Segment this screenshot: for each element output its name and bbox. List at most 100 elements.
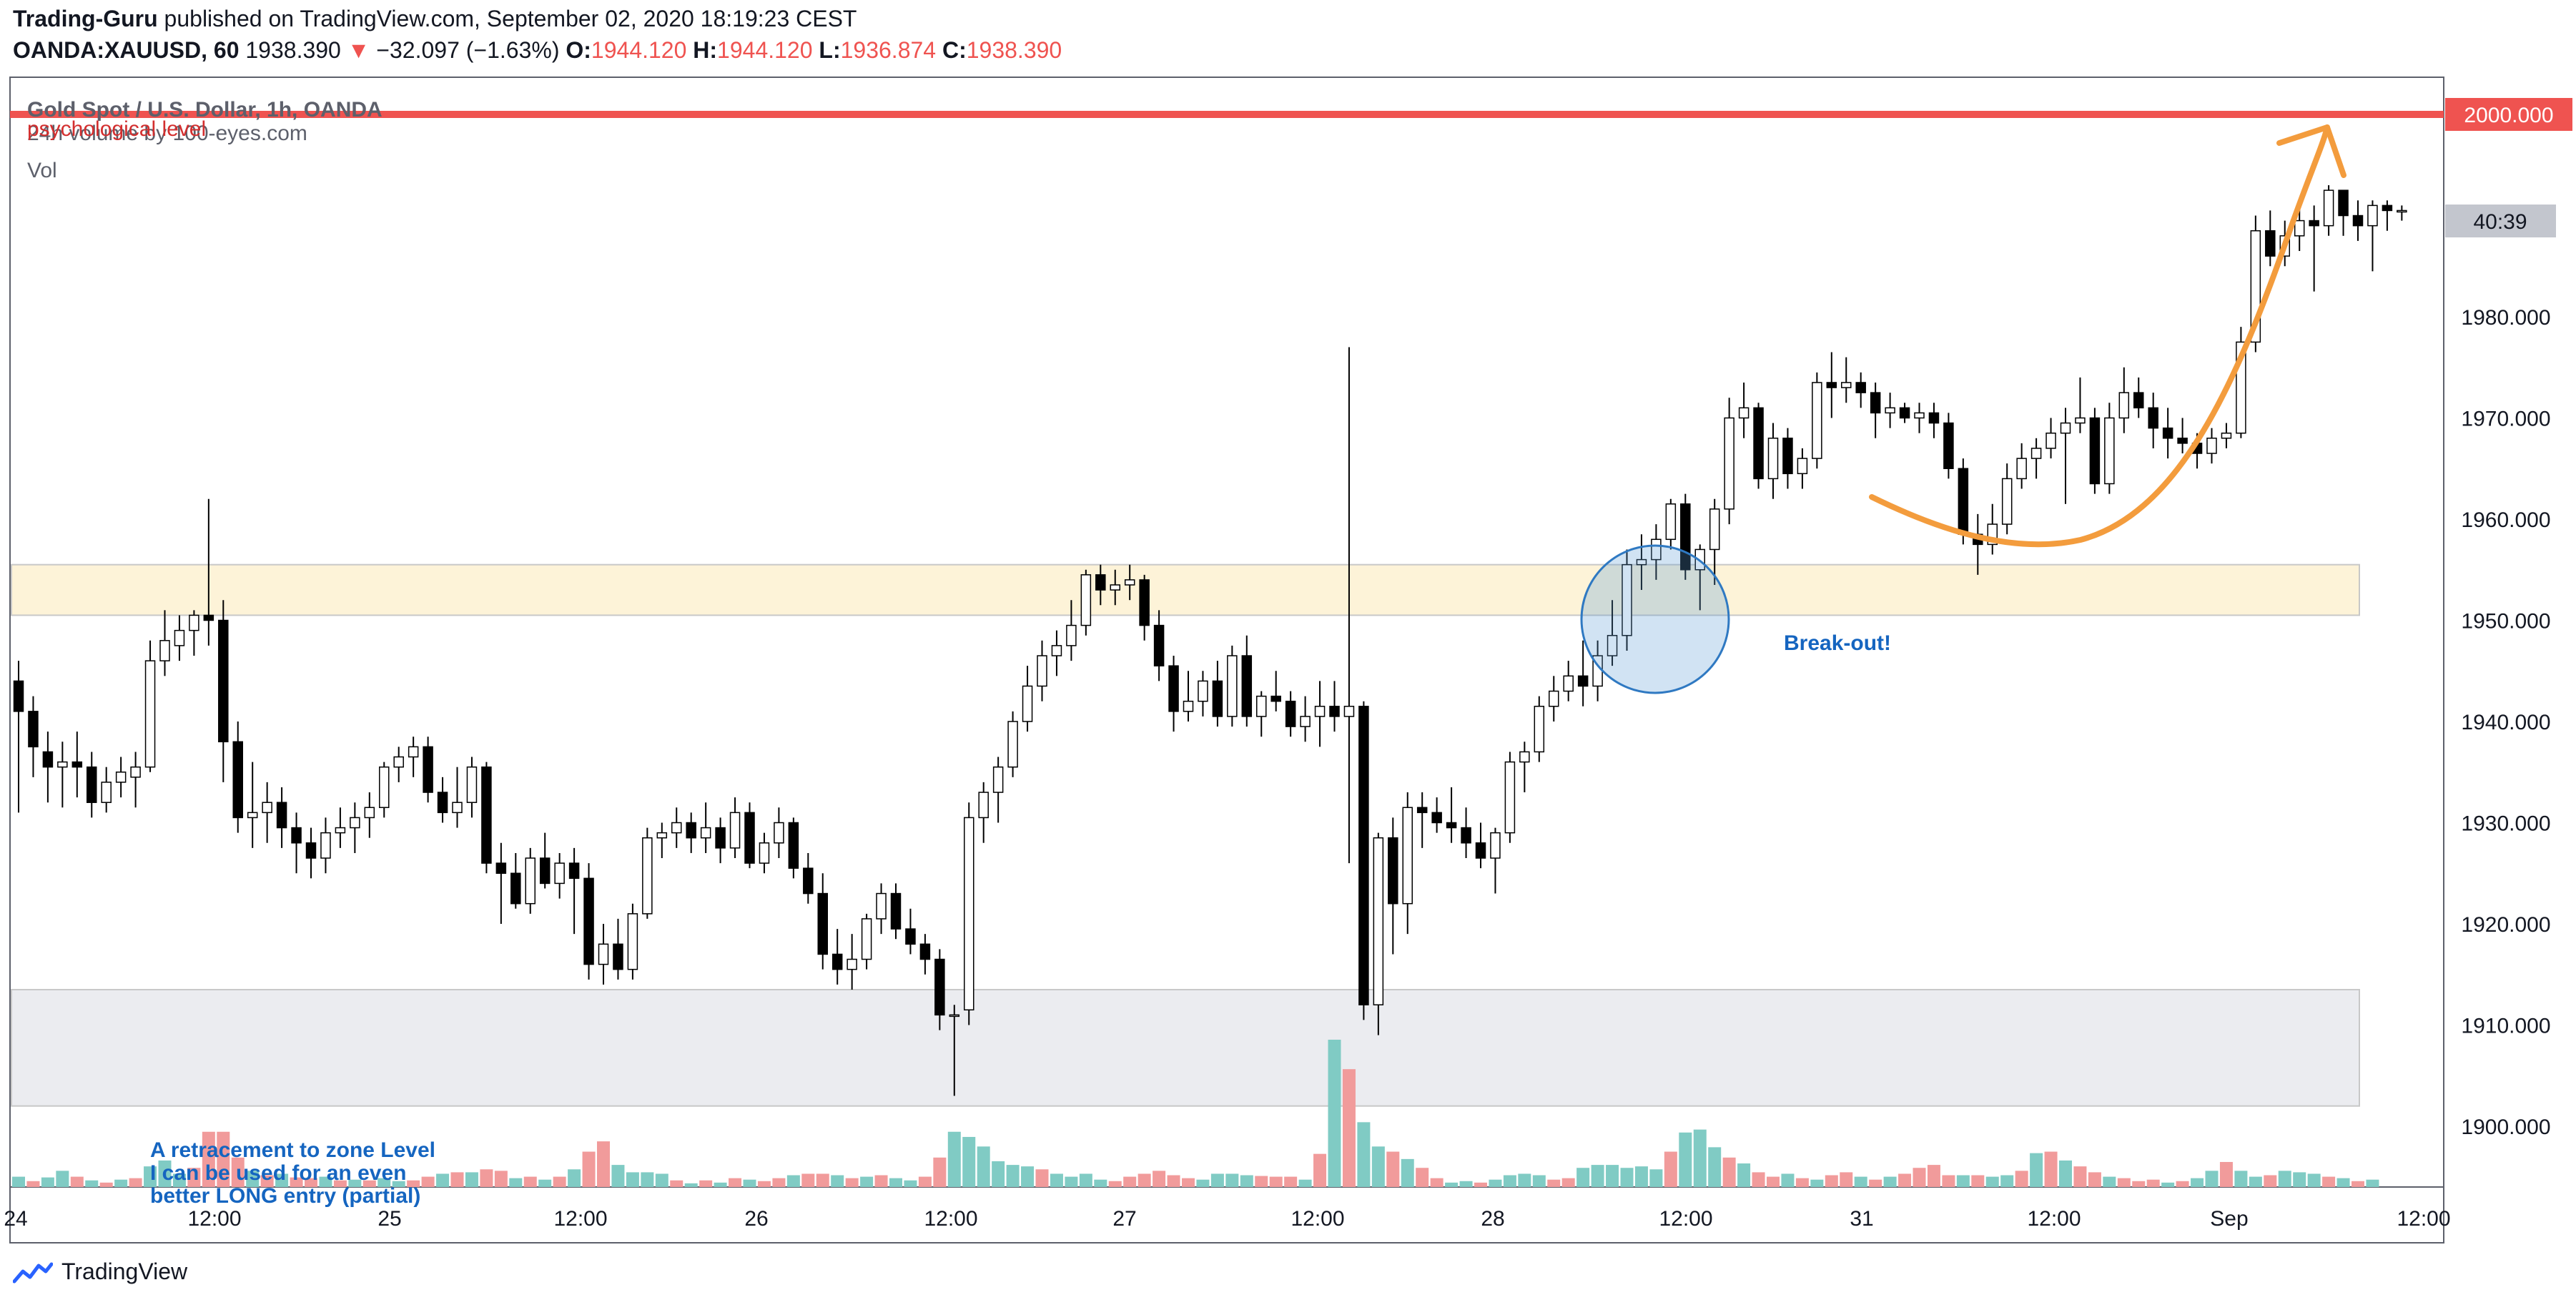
candle[interactable] — [992, 757, 1004, 823]
candle[interactable] — [656, 822, 668, 859]
candle[interactable] — [1826, 352, 1837, 418]
candle[interactable] — [452, 767, 463, 828]
candle[interactable] — [232, 722, 243, 833]
candle[interactable] — [2162, 408, 2173, 459]
candle[interactable] — [495, 842, 507, 924]
candle[interactable] — [1563, 661, 1574, 701]
candle[interactable] — [174, 615, 185, 661]
candle[interactable] — [2265, 210, 2276, 267]
candle[interactable] — [1416, 792, 1428, 848]
candle[interactable] — [1080, 569, 1092, 636]
candle[interactable] — [1475, 822, 1486, 869]
candle[interactable] — [803, 852, 814, 904]
candle[interactable] — [291, 812, 302, 874]
candle[interactable] — [1622, 549, 1632, 651]
candle[interactable] — [2397, 205, 2407, 221]
candle[interactable] — [437, 777, 448, 823]
candle[interactable] — [1431, 797, 1442, 833]
candle[interactable] — [101, 767, 112, 813]
candle[interactable] — [1227, 645, 1238, 727]
candle[interactable] — [2104, 403, 2115, 494]
breakout-label[interactable]: Break-out! — [1784, 631, 1891, 655]
candle[interactable] — [1212, 661, 1223, 727]
support-zone[interactable] — [11, 988, 2360, 1107]
retracement-note[interactable]: A retracement to zone Level I can be use… — [150, 1138, 435, 1208]
candle[interactable] — [1270, 671, 1281, 711]
candle[interactable] — [379, 762, 390, 818]
trend-arrow-head-icon[interactable] — [2276, 124, 2346, 178]
candle[interactable] — [1987, 503, 1998, 555]
candle[interactable] — [2206, 428, 2217, 464]
candle[interactable] — [1709, 498, 1720, 585]
candle[interactable] — [159, 610, 170, 676]
candle[interactable] — [305, 827, 317, 879]
candle[interactable] — [627, 903, 638, 980]
candle[interactable] — [1446, 787, 1457, 843]
candle[interactable] — [1066, 600, 1077, 661]
candle[interactable] — [276, 787, 287, 848]
candle[interactable] — [2001, 463, 2013, 535]
candle[interactable] — [1314, 681, 1326, 747]
candle[interactable] — [1636, 534, 1647, 591]
candle[interactable] — [1490, 827, 1501, 894]
candle[interactable] — [71, 732, 83, 798]
candle[interactable] — [408, 737, 419, 777]
candle[interactable] — [1198, 671, 1208, 716]
candle[interactable] — [1402, 792, 1413, 935]
candle[interactable] — [1504, 752, 1516, 843]
candle[interactable] — [905, 908, 916, 955]
candle[interactable] — [2133, 377, 2144, 418]
candle[interactable] — [1870, 382, 1881, 438]
candle[interactable] — [1388, 817, 1398, 955]
candle[interactable] — [2045, 418, 2056, 459]
candle[interactable] — [247, 762, 258, 848]
candle[interactable] — [218, 600, 229, 782]
candle[interactable] — [1943, 413, 1954, 479]
candle[interactable] — [1534, 696, 1545, 762]
candle[interactable] — [1855, 372, 1866, 408]
candle[interactable] — [2148, 393, 2158, 448]
price-axis[interactable]: 1990.0001980.0001970.0001960.0001950.000… — [2461, 205, 2550, 1140]
candle[interactable] — [1914, 403, 1925, 433]
candle[interactable] — [189, 610, 199, 656]
candle[interactable] — [1124, 564, 1135, 601]
candle[interactable] — [393, 747, 404, 782]
candle[interactable] — [130, 752, 141, 808]
candle[interactable] — [2060, 408, 2071, 504]
candle[interactable] — [1153, 610, 1165, 681]
candle[interactable] — [2030, 438, 2042, 479]
candle[interactable] — [1241, 635, 1253, 727]
candle[interactable] — [1183, 671, 1194, 722]
candle[interactable] — [2294, 205, 2305, 252]
candle[interactable] — [583, 863, 594, 980]
candle[interactable] — [847, 934, 857, 990]
candle[interactable] — [262, 782, 272, 843]
candle[interactable] — [1753, 403, 1764, 489]
candle[interactable] — [525, 847, 536, 914]
candle[interactable] — [2221, 423, 2232, 448]
candle[interactable] — [115, 757, 127, 798]
candle[interactable] — [539, 832, 551, 889]
candle[interactable] — [2075, 377, 2086, 433]
candle[interactable] — [700, 802, 711, 853]
candle[interactable] — [1899, 403, 1910, 423]
candle[interactable] — [510, 852, 521, 909]
candle[interactable] — [1812, 372, 1822, 469]
candle[interactable] — [1256, 691, 1267, 737]
candle[interactable] — [1928, 403, 1940, 438]
candle[interactable] — [715, 817, 726, 864]
candle[interactable] — [568, 847, 580, 935]
candle[interactable] — [2323, 185, 2334, 236]
candle[interactable] — [57, 742, 68, 808]
candle[interactable] — [934, 949, 945, 1030]
candle[interactable] — [1139, 574, 1150, 641]
candle[interactable] — [350, 802, 360, 853]
candle[interactable] — [1285, 691, 1296, 737]
candle[interactable] — [320, 817, 331, 874]
candle[interactable] — [13, 661, 24, 813]
breakout-circle[interactable] — [1580, 544, 1730, 694]
candle[interactable] — [335, 807, 346, 848]
candle[interactable] — [1549, 676, 1559, 722]
candle[interactable] — [964, 802, 974, 1025]
candle[interactable] — [1300, 696, 1311, 742]
